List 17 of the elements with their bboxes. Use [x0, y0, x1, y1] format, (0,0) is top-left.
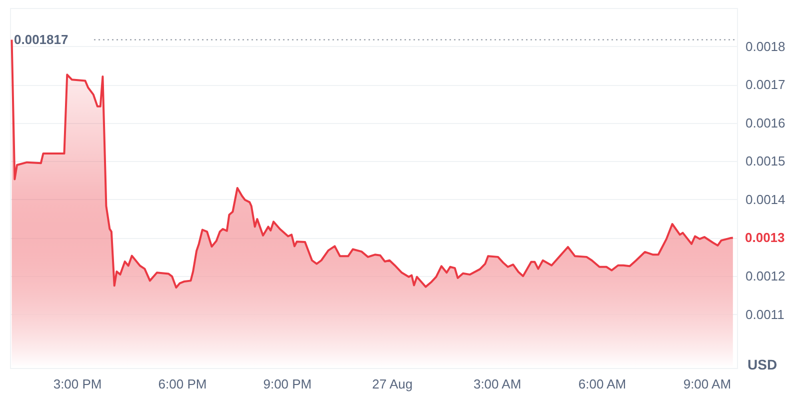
y-tick-label: 0.0018	[746, 38, 786, 54]
y-tick-label: 0.0012	[746, 268, 786, 284]
x-tick-label: 9:00 AM	[683, 376, 732, 392]
y-tick-label: 0.0014	[746, 192, 786, 207]
y-tick-label: 0.0015	[746, 154, 786, 169]
y-tick-label: 0.0016	[746, 115, 786, 130]
y-tick-label: 0.0017	[746, 77, 786, 92]
y-tick-label: 0.0011	[746, 306, 784, 322]
ref-line-label: 0.001817	[14, 32, 68, 47]
x-tick-label: 6:00 PM	[158, 376, 207, 392]
y-axis-title: USD	[748, 356, 778, 372]
x-tick-label: 9:00 PM	[263, 376, 312, 392]
text: 0.0013	[745, 230, 785, 245]
x-tick-label: 6:00 AM	[578, 376, 626, 392]
x-tick-label: 27 Aug	[372, 376, 413, 392]
x-tick-label: 3:00 PM	[53, 376, 102, 392]
x-tick-label: 3:00 AM	[473, 376, 522, 392]
